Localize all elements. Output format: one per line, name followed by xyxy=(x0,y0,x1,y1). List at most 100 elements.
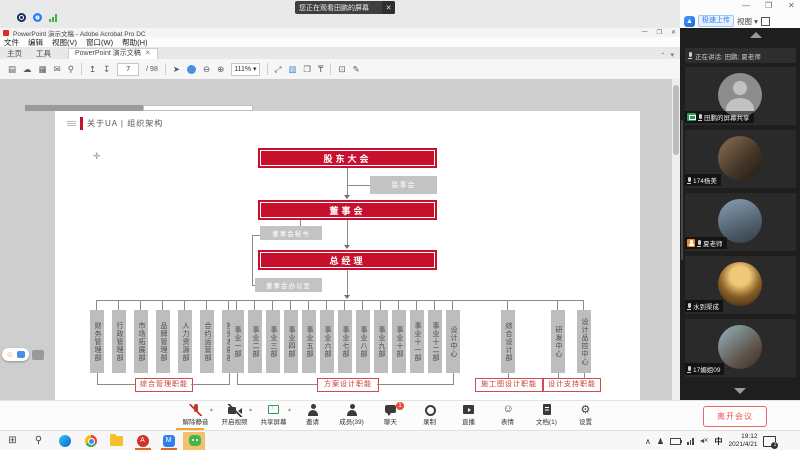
view-menu[interactable]: 视图 ▾ xyxy=(737,16,758,26)
participant-tile[interactable]: 17媚姐09 xyxy=(685,319,796,377)
participant-tile[interactable]: 夏老师 xyxy=(685,193,796,251)
slide-title: 关于UA | 组织架构 xyxy=(87,119,164,128)
search-icon[interactable]: ⚲ xyxy=(67,64,74,74)
zoom-in-icon[interactable]: ⊕ xyxy=(217,64,225,74)
caret-up-icon[interactable]: ▴ xyxy=(287,407,291,413)
user-account-icon[interactable]: ◔ xyxy=(660,51,665,58)
taskbar-clock[interactable]: 19:12 2021/4/21 xyxy=(728,433,758,448)
start-button-icon[interactable]: ⊞ xyxy=(8,435,17,446)
speaker-muted-icon[interactable] xyxy=(699,437,709,445)
fit-width-icon[interactable]: ⤢ xyxy=(274,64,282,74)
leave-meeting-button[interactable]: 离开会议 xyxy=(703,406,767,427)
tray-person-icon[interactable]: ♟ xyxy=(656,436,665,446)
pencil-icon[interactable]: ✎ xyxy=(352,64,360,74)
acrobat-menubar: 文件 编辑 视图(V) 窗口(W) 帮助(H) xyxy=(0,37,684,47)
avatar xyxy=(718,325,762,369)
reaction-smiley-icon[interactable]: ☺ xyxy=(6,349,15,359)
fullscreen-icon[interactable] xyxy=(760,16,770,26)
menu-item[interactable]: 文件 xyxy=(4,37,19,47)
meeting-control-button[interactable]: 设置 xyxy=(566,403,605,429)
tab-document[interactable]: PowerPoint 演示文稿 ✕ xyxy=(68,48,158,59)
department-box: 事业三部 xyxy=(266,300,280,373)
tab-home[interactable]: 主页 xyxy=(7,49,22,58)
meeting-control-button[interactable]: 直播 xyxy=(449,403,488,429)
netdisk-logo-icon[interactable]: ▲ xyxy=(684,15,695,27)
app-shortcut-icon[interactable] xyxy=(33,13,43,23)
edge-app-icon[interactable] xyxy=(58,434,71,447)
page-down-icon[interactable]: ↧ xyxy=(103,64,111,74)
connector-line xyxy=(347,168,348,196)
maximize-icon[interactable]: ❐ xyxy=(765,1,773,10)
print-icon[interactable]: ▦ xyxy=(38,64,47,74)
mic-icon xyxy=(688,52,692,59)
stamp-icon[interactable]: ₸ xyxy=(318,64,324,74)
participant-tile[interactable]: 174杨美 xyxy=(685,130,796,188)
meeting-control-button[interactable]: 表情 xyxy=(488,403,527,429)
close-icon[interactable]: ✕ xyxy=(670,30,676,36)
battery-icon[interactable] xyxy=(670,437,683,445)
caret-up-icon[interactable]: ▴ xyxy=(209,407,213,413)
tab-tools[interactable]: 工具 xyxy=(36,49,51,58)
speed-upload-badge[interactable]: 极速上传 xyxy=(698,15,734,27)
meeting-control-button[interactable]: ▴ 共享屏幕 xyxy=(254,403,293,429)
meeting-control-button[interactable]: 文档(1) xyxy=(527,403,566,429)
comment-icon[interactable]: ⊡ xyxy=(338,64,346,74)
banner-close-icon[interactable]: ✕ xyxy=(382,1,395,14)
hand-tool-icon[interactable] xyxy=(186,64,196,74)
blue-app-icon[interactable]: M xyxy=(162,434,175,447)
action-center-icon[interactable] xyxy=(763,435,779,449)
save-icon[interactable]: ▤ xyxy=(8,64,17,74)
participant-tile[interactable]: 田鹏的屏幕共享 xyxy=(685,67,796,125)
app-shortcut-icon[interactable] xyxy=(17,13,26,23)
meeting-control-button[interactable]: 1 聊天 xyxy=(371,402,410,429)
maximize-icon[interactable]: ❐ xyxy=(656,30,662,36)
zoom-out-icon[interactable]: ⊖ xyxy=(202,64,211,74)
wechat-app-icon[interactable] xyxy=(188,434,201,447)
department-box: 事业十二部 xyxy=(428,300,442,373)
tab-close-icon[interactable]: ✕ xyxy=(144,50,151,57)
participant-name: 17媚姐09 xyxy=(693,367,721,374)
document-scrollbar[interactable] xyxy=(672,79,680,400)
meeting-control-button[interactable]: 邀请 xyxy=(293,403,332,429)
meeting-control-button[interactable]: 成员(39) xyxy=(332,403,371,429)
connector-line xyxy=(300,220,301,226)
menu-item[interactable]: 帮助(H) xyxy=(122,37,148,47)
caret-up-icon[interactable]: ▴ xyxy=(248,407,252,413)
collapse-down-icon[interactable] xyxy=(734,388,746,394)
collapsed-widget[interactable] xyxy=(32,349,45,360)
dept-group-management: 财务管理部 行政管理部 市场拓展部 品牌管理部 人力资源部 合约运营部 投资发展… xyxy=(90,300,236,373)
minimize-icon[interactable]: — xyxy=(742,1,750,10)
invite-icon xyxy=(305,404,321,417)
file-explorer-icon[interactable] xyxy=(110,433,123,447)
menu-item[interactable]: 编辑 xyxy=(28,37,43,47)
scrollbar-thumb[interactable] xyxy=(673,85,679,155)
meeting-control-button[interactable]: 录制 xyxy=(410,403,449,429)
cloud-icon[interactable]: ☁ xyxy=(23,64,32,74)
menu-item[interactable]: 视图(V) xyxy=(52,37,77,47)
settings-icon xyxy=(578,403,594,417)
organize-pages-icon[interactable]: ▥ xyxy=(288,64,297,74)
minimize-icon[interactable]: — xyxy=(641,29,648,35)
sidebar-scrollbar[interactable] xyxy=(681,120,683,260)
zoom-level-select[interactable]: 111% ▾ xyxy=(231,62,260,76)
participant-tile[interactable]: 水到渠成 xyxy=(685,256,796,314)
ime-indicator[interactable]: 中 xyxy=(714,436,723,446)
chrome-app-icon[interactable] xyxy=(84,434,97,447)
meeting-control-button[interactable]: ▴ 解除静音 xyxy=(176,403,215,429)
mic-icon xyxy=(687,365,691,373)
wifi-icon[interactable] xyxy=(687,437,694,445)
export-icon[interactable]: ❒ xyxy=(303,64,312,74)
tray-expand-icon[interactable]: ∧ xyxy=(645,436,651,446)
bell-icon[interactable]: ▾ xyxy=(670,52,674,59)
reaction-chat-icon[interactable] xyxy=(17,351,26,358)
collapse-up-icon[interactable] xyxy=(750,32,762,38)
page-up-icon[interactable]: ↥ xyxy=(88,64,97,74)
menu-item[interactable]: 窗口(W) xyxy=(86,37,114,47)
meeting-control-button[interactable]: ▴ 开启视频 xyxy=(215,403,254,429)
close-icon[interactable]: ✕ xyxy=(788,1,795,10)
page-number-input[interactable]: 7 xyxy=(117,62,140,76)
taskbar-search-icon[interactable]: ⚲ xyxy=(34,435,43,446)
adobe-app-icon[interactable]: A xyxy=(136,434,149,447)
email-icon[interactable]: ✉ xyxy=(53,64,61,74)
select-tool-icon[interactable]: ➤ xyxy=(172,64,180,74)
